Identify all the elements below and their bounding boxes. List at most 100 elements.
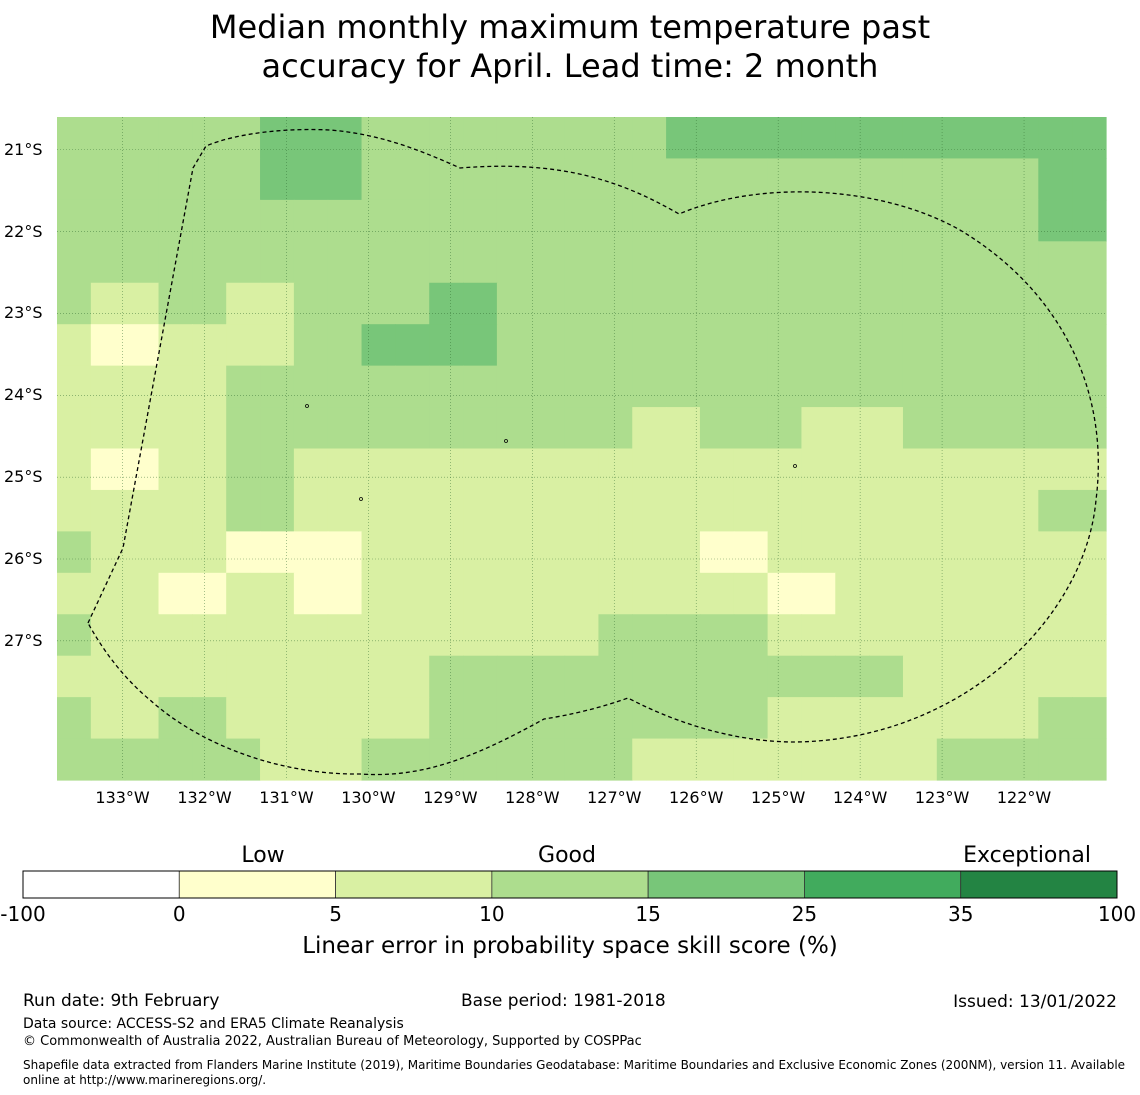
grid-cell (158, 199, 193, 242)
grid-cell (1072, 324, 1107, 367)
colorbar (22, 870, 1118, 899)
grid-cell (666, 199, 701, 242)
grid-cell (632, 117, 667, 160)
colorbar-bin (335, 870, 493, 899)
grid-cell (733, 282, 769, 325)
grid-cell (869, 448, 904, 491)
grid-cell (530, 117, 566, 160)
grid-cell (1004, 572, 1039, 615)
grid-cell (395, 572, 430, 615)
grid-cell (1038, 407, 1073, 450)
grid-cell (902, 738, 938, 781)
grid-cell (57, 614, 92, 657)
grid-cell (666, 697, 701, 740)
grid-cell (57, 117, 92, 160)
grid-cell (395, 158, 430, 201)
grid-cell (361, 531, 396, 574)
grid-cell (1072, 614, 1107, 657)
grid-cell (429, 572, 464, 615)
colorbar-bin (804, 870, 962, 899)
grid-cell (361, 697, 396, 740)
grid-cell (835, 489, 870, 532)
longitude-label: 122°W (996, 788, 1052, 807)
grid-cell (1072, 282, 1107, 325)
grid-cell (260, 738, 295, 781)
grid-cell (767, 572, 803, 615)
grid-cell (767, 199, 803, 242)
grid-cell (801, 282, 836, 325)
longitude-label: 130°W (341, 788, 396, 807)
grid-cell (327, 117, 363, 160)
grid-cell (564, 324, 600, 367)
grid-cell (260, 614, 295, 657)
grid-cell (260, 697, 295, 740)
grid-cell (632, 282, 667, 325)
colorbar-category-good: Good (538, 843, 596, 868)
grid-cell (564, 282, 600, 325)
grid-cell (124, 614, 160, 657)
grid-cell (361, 448, 396, 491)
grid-cell (226, 489, 261, 532)
grid-cell (463, 324, 498, 367)
grid-cell (835, 448, 870, 491)
grid-cell (429, 324, 464, 367)
grid-cell (192, 324, 227, 367)
grid-cell (733, 448, 769, 491)
grid-cell (327, 655, 363, 698)
grid-cell (936, 324, 972, 367)
grid-cell (90, 738, 126, 781)
grid-cell (598, 324, 633, 367)
grid-cell (429, 697, 464, 740)
grid-cell (869, 324, 904, 367)
grid-cell (733, 697, 769, 740)
grid-cell (733, 199, 769, 242)
grid-cell (429, 738, 464, 781)
grid-cell (90, 614, 126, 657)
grid-cell (699, 241, 735, 284)
grid-cell (395, 117, 430, 160)
grid-cell (530, 738, 566, 781)
grid-cell (936, 697, 972, 740)
grid-cell (902, 572, 938, 615)
latitude-label: 25°S (4, 467, 43, 487)
grid-cell (57, 572, 92, 615)
grid-cell (293, 282, 329, 325)
grid-cell (869, 365, 904, 408)
grid-cell (902, 158, 938, 201)
grid-cell (970, 697, 1006, 740)
grid-cell (496, 199, 532, 242)
grid-cell (463, 365, 498, 408)
grid-cell (970, 448, 1006, 491)
grid-cell (1072, 489, 1107, 532)
grid-cell (158, 489, 193, 532)
grid-cell (564, 531, 600, 574)
grid-cell (801, 241, 836, 284)
grid-cell (767, 241, 803, 284)
grid-cell (564, 117, 600, 160)
grid-cell (902, 697, 938, 740)
grid-cell (226, 572, 261, 615)
grid-cell (496, 489, 532, 532)
grid-cell (767, 158, 803, 201)
grid-cell (429, 614, 464, 657)
grid-cell (226, 407, 261, 450)
eez-boundary-line (87, 128, 1099, 776)
grid-cell (530, 365, 566, 408)
grid-cell (429, 365, 464, 408)
skill-grid-cells (57, 117, 1107, 781)
grid-cell (970, 531, 1006, 574)
colorbar-bin (647, 870, 805, 899)
grid-cell (936, 241, 972, 284)
grid-cell (801, 531, 836, 574)
grid-cell (90, 489, 126, 532)
grid-cell (226, 697, 261, 740)
grid-cell (327, 158, 363, 201)
longitude-label: 132°W (177, 788, 232, 807)
grid-cell (936, 117, 972, 160)
grid-cell (936, 365, 972, 408)
colorbar-outline (22, 870, 1118, 899)
grid-cell (293, 697, 329, 740)
grid-cell (260, 365, 295, 408)
grid-cell (395, 365, 430, 408)
grid-cell (869, 282, 904, 325)
